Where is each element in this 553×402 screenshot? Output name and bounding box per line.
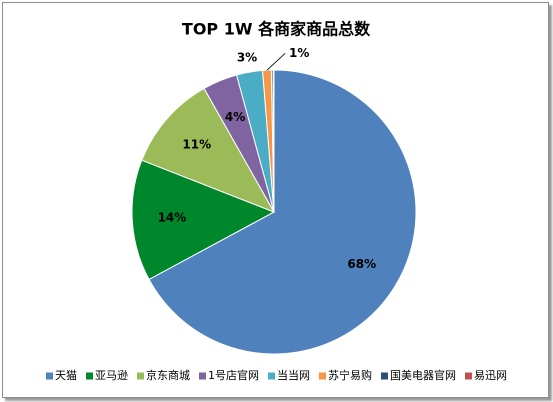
pie-slice (148, 69, 417, 355)
legend-swatch (199, 372, 206, 380)
legend-swatch (268, 372, 275, 380)
legend-label: 当当网 (277, 368, 310, 382)
legend-swatch (319, 372, 326, 380)
legend-swatch (465, 372, 472, 380)
data-label: 11% (182, 137, 211, 151)
legend-label: 亚马逊 (95, 369, 128, 382)
legend-label: 易迅网 (474, 369, 507, 382)
data-label: 14% (158, 211, 187, 225)
pie-slice (141, 87, 276, 213)
chart-title: TOP 1W 各商家商品总数 (182, 20, 371, 39)
legend-label: 天猫 (55, 369, 77, 382)
data-label: 3% (237, 51, 257, 65)
legend-label: 国美电器官网 (390, 368, 456, 382)
data-label: 4% (225, 110, 245, 124)
legend-label: 京东商城 (146, 368, 190, 382)
legend-label: 1号店官网 (208, 368, 259, 382)
leader-line (266, 53, 286, 71)
data-label: 68% (347, 257, 376, 271)
legend-label: 苏宁易购 (328, 368, 372, 382)
legend-swatch (46, 372, 53, 380)
data-label: 1% (289, 46, 309, 60)
legend-swatch (137, 372, 144, 380)
pie-slice (131, 159, 276, 281)
legend-swatch (381, 372, 388, 380)
pie-slice (272, 69, 275, 213)
legend-swatch (86, 372, 93, 380)
